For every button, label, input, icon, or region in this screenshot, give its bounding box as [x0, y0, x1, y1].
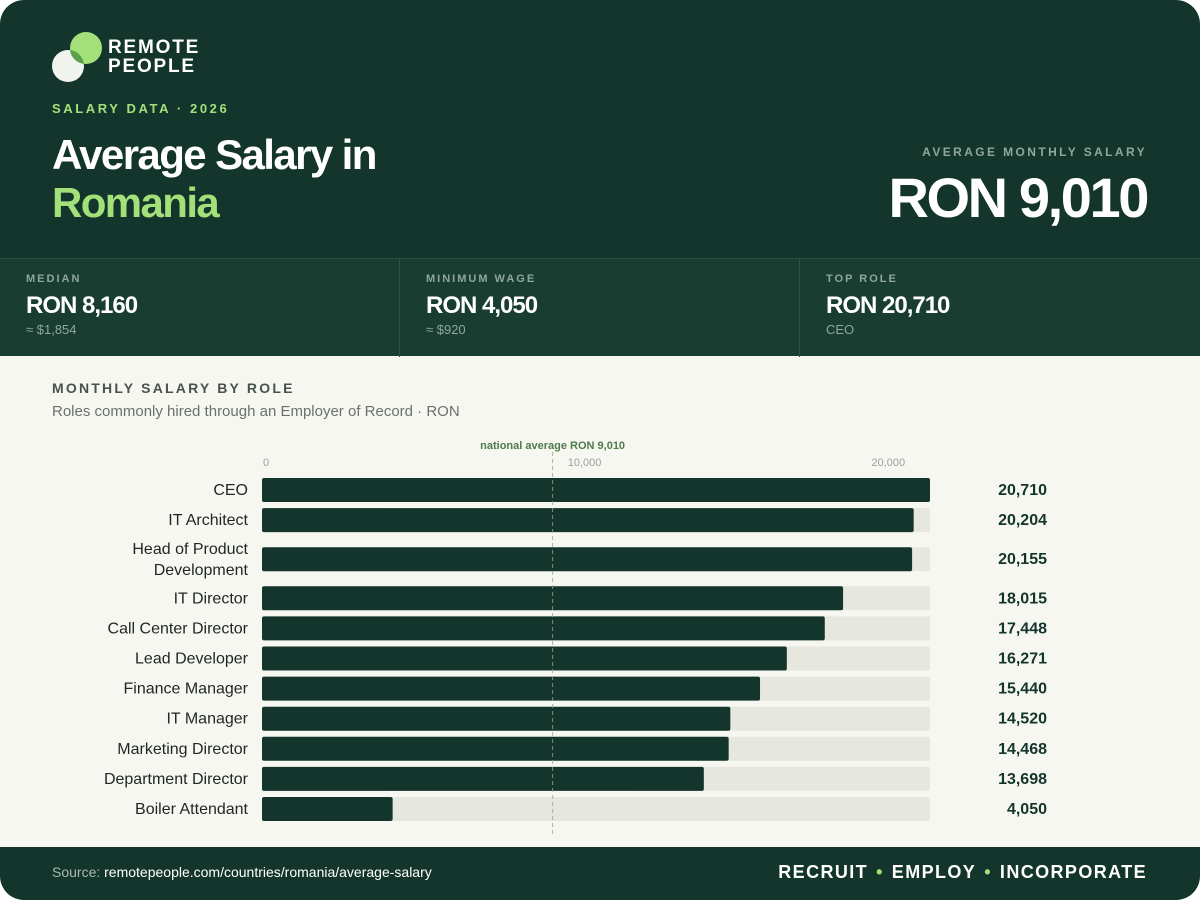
bar: [262, 478, 930, 502]
eyebrow: SALARY DATA · 2026: [52, 101, 230, 116]
source-prefix: Source:: [52, 864, 101, 880]
average-reference-label: national average RON 9,010: [480, 440, 625, 452]
bar: [262, 736, 729, 761]
brand-line-1: REMOTE: [108, 37, 201, 58]
brand-name: REMOTE PEOPLE: [108, 38, 200, 76]
brand-line-2: PEOPLE: [108, 56, 196, 77]
category-label: IT Director: [174, 590, 249, 607]
bar: [262, 646, 787, 671]
x-tick-label: 10,000: [568, 457, 602, 469]
chart-subtitle: Roles commonly hired through an Employer…: [52, 403, 460, 420]
stat-top-role: TOP ROLE RON 20,710 CEO: [799, 259, 1199, 357]
value-label: 20,204: [998, 512, 1047, 529]
value-label: 17,448: [998, 620, 1047, 637]
category-label: IT Manager: [166, 711, 248, 728]
x-tick-label: 20,000: [871, 457, 905, 469]
separator-dot-icon: •: [876, 862, 884, 882]
category-label: Head of Product: [132, 541, 248, 558]
stat-sub: CEO: [826, 322, 855, 337]
tagline-incorporate: INCORPORATE: [999, 862, 1147, 882]
stat-value: RON 8,160: [26, 292, 138, 319]
category-label: Department Director: [104, 771, 249, 788]
chart-title: MONTHLY SALARY BY ROLE: [52, 380, 295, 396]
tagline-recruit: RECRUIT: [778, 862, 869, 882]
category-label: Call Center Director: [108, 620, 249, 637]
bar: [262, 797, 393, 821]
category-label: IT Architect: [168, 512, 248, 529]
tagline-employ: EMPLOY: [891, 862, 977, 882]
category-label: CEO: [213, 482, 248, 499]
stat-value: RON 4,050: [426, 292, 538, 319]
value-label: 14,468: [998, 741, 1047, 758]
stat-value: RON 20,710: [826, 292, 950, 319]
average-salary-label: AVERAGE MONTHLY SALARY: [922, 145, 1147, 159]
page-title: Average Salary in: [52, 131, 377, 178]
average-salary-value: RON 9,010: [888, 166, 1149, 229]
bar: [262, 616, 825, 641]
value-label: 14,520: [998, 711, 1047, 728]
stats-row: MEDIAN RON 8,160 ≈ $1,854 MINIMUM WAGE R…: [0, 258, 1200, 357]
stat-median: MEDIAN RON 8,160 ≈ $1,854: [0, 259, 400, 357]
source-link[interactable]: remotepeople.com/countries/romania/avera…: [104, 864, 432, 880]
stat-label: TOP ROLE: [826, 273, 898, 285]
separator-dot-icon: •: [984, 862, 992, 882]
value-label: 16,271: [998, 651, 1047, 668]
bar: [262, 586, 844, 611]
value-label: 13,698: [998, 771, 1047, 788]
source-note: Source: remotepeople.com/countries/roman…: [52, 864, 432, 880]
category-label: Boiler Attendant: [135, 801, 249, 818]
footer: Source: remotepeople.com/countries/roman…: [0, 847, 1200, 900]
value-label: 18,015: [998, 590, 1047, 607]
bar-track: [262, 797, 930, 821]
stat-label: MEDIAN: [26, 273, 82, 285]
x-tick-label: 0: [263, 457, 269, 469]
value-label: 20,710: [998, 482, 1047, 499]
bar: [262, 676, 761, 701]
bar: [262, 766, 704, 791]
category-label: Development: [154, 562, 249, 579]
stat-sub: ≈ $920: [426, 322, 466, 337]
category-label: Lead Developer: [135, 651, 249, 668]
tagline: RECRUIT • EMPLOY • INCORPORATE: [778, 862, 1147, 883]
header: REMOTE PEOPLE SALARY DATA · 2026 Average…: [0, 0, 1200, 258]
bar: [262, 508, 914, 533]
stat-label: MINIMUM WAGE: [426, 273, 537, 285]
page-title-country: Romania: [52, 179, 220, 226]
value-label: 4,050: [1007, 801, 1047, 818]
salary-bar-chart: 0 10,000 20,000 national average RON 9,010 C…: [104, 440, 1047, 835]
remote-people-logo-icon: [52, 32, 102, 82]
category-label: Finance Manager: [123, 681, 248, 698]
bar: [262, 706, 731, 731]
bar: [262, 547, 913, 572]
value-label: 20,155: [998, 551, 1047, 568]
value-label: 15,440: [998, 681, 1047, 698]
category-label: Marketing Director: [117, 741, 248, 758]
stat-minimum-wage: MINIMUM WAGE RON 4,050 ≈ $920: [399, 259, 799, 357]
stat-sub: ≈ $1,854: [26, 322, 77, 337]
